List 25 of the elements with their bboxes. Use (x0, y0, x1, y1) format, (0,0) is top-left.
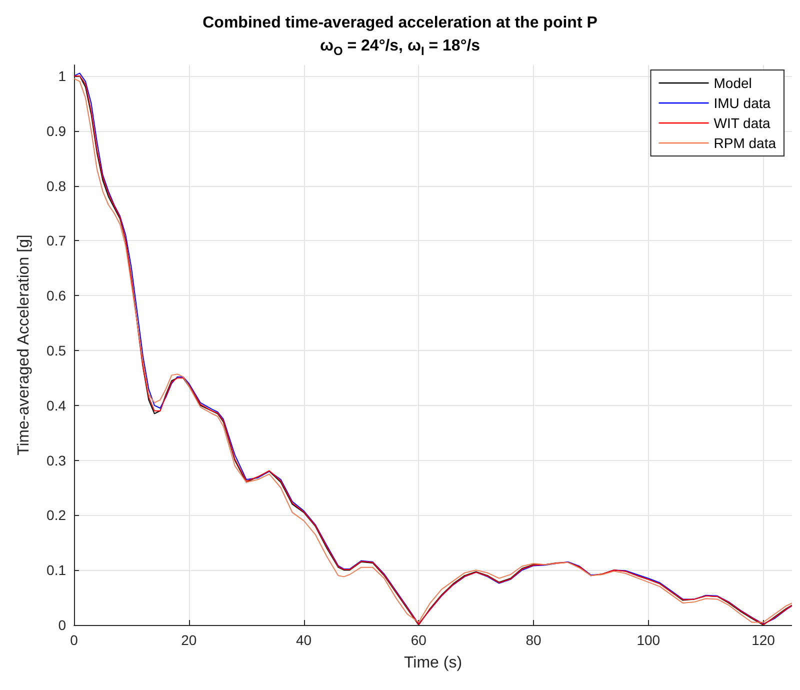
y-tick-label: 1 (58, 68, 66, 84)
y-tick-label: 0.8 (46, 178, 66, 194)
x-tick-label: 120 (752, 632, 776, 648)
y-tick-label: 0.4 (46, 397, 66, 414)
legend-label: WIT data (714, 115, 771, 131)
y-tick-label: 0.7 (46, 232, 66, 249)
x-tick-label: 0 (70, 632, 78, 648)
legend-label: IMU data (714, 95, 771, 111)
x-tick-label: 20 (181, 632, 197, 648)
y-tick-label: 0.9 (46, 122, 66, 139)
x-tick-label: 80 (526, 632, 542, 648)
y-tick-label: 0 (58, 617, 66, 633)
legend-label: Model (714, 75, 752, 91)
y-tick-label: 0.6 (46, 288, 66, 304)
y-tick-label: 0.5 (46, 342, 66, 358)
y-tick-label: 0.3 (46, 452, 66, 468)
x-tick-label: 100 (636, 632, 660, 648)
y-axis-title: Time-averaged Acceleration [g] (16, 234, 32, 456)
legend-label: RPM data (714, 135, 776, 151)
x-tick-label: 40 (296, 632, 312, 648)
y-tick-label: 0.1 (46, 562, 66, 578)
x-tick-label: 60 (410, 632, 427, 648)
y-tick-label: 0.2 (46, 507, 66, 524)
x-axis-title: Time (s) (404, 654, 462, 672)
chart-title: Combined time-averaged acceleration at the point P (202, 14, 598, 32)
